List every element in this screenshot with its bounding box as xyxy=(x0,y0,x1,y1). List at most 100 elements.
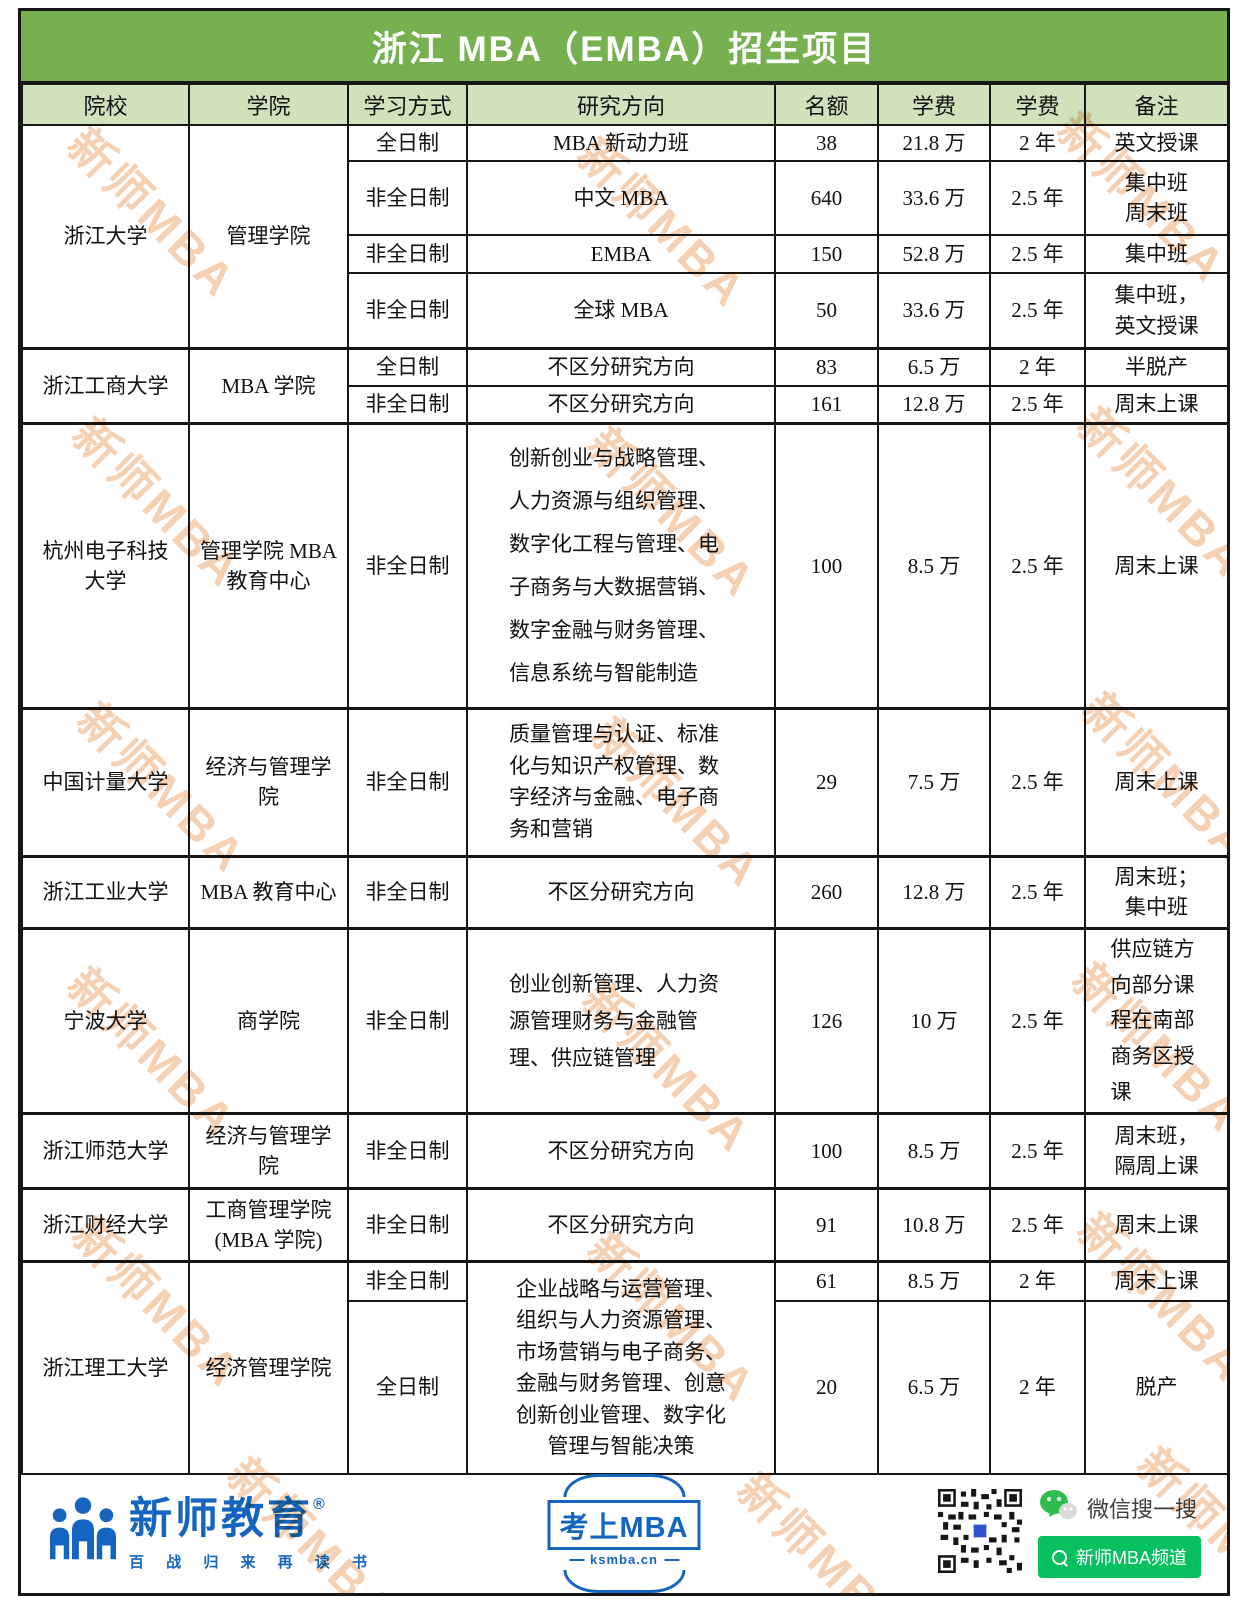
cell-tuition: 12.8 万 xyxy=(877,385,991,425)
cell-quota: 91 xyxy=(774,1187,879,1263)
cell-note: 周末班， 隔周上课 xyxy=(1084,1112,1227,1190)
table-row: 浙江理工大学 经济管理学院 非全日制 企业战略与运营管理、组织与人力资源管理、市… xyxy=(21,1260,1227,1475)
cell-tuition: 6.5 万 xyxy=(877,346,991,388)
dash-right xyxy=(663,1558,679,1561)
cell-duration: 2.5 年 xyxy=(989,234,1086,275)
programs-table: 院校 学院 学习方式 研究方向 名额 学费 学费 备注 浙江大学 管理学院 全日… xyxy=(21,83,1227,1475)
wechat-channel-label: 新师MBA频道 xyxy=(1075,1548,1187,1569)
cell-duration: 2.5 年 xyxy=(989,385,1086,425)
cell-tuition: 52.8 万 xyxy=(877,234,991,275)
cell-mode: 非全日制 xyxy=(347,926,468,1115)
cell-tuition: 33.6 万 xyxy=(877,160,991,237)
cell-mode: 非全日制 xyxy=(347,1260,468,1302)
column-header-tuition: 学费 xyxy=(877,83,991,126)
cell-quota: 100 xyxy=(774,421,879,710)
cell-direction: 创新创业与战略管理、人力资源与组织管理、数字化工程与管理、电子商务与大数据营销、… xyxy=(466,421,776,710)
table-row: 非全日制 中文 MBA 640 33.6 万 2.5 年 集中班 周末班 xyxy=(22,160,1227,237)
cell-note: 脱产 xyxy=(1084,1299,1227,1475)
cell-note: 供应链方向部分课程在南部商务区授课 xyxy=(1084,926,1227,1115)
column-header-direction: 研究方向 xyxy=(466,83,776,126)
column-header-school: 院校 xyxy=(21,83,190,126)
direction-text: 质量管理与认证、标准化与知识产权管理、数字经济与金融、电子商务和营销 xyxy=(509,722,719,841)
cell-college: 管理学院 xyxy=(188,123,349,350)
cell-duration: 2.5 年 xyxy=(989,272,1086,350)
wechat-block: 微信搜一搜 新师MBA频道 xyxy=(1037,1489,1201,1579)
cell-tuition: 8.5 万 xyxy=(877,421,991,710)
cell-college: MBA 学院 xyxy=(188,346,349,425)
cell-duration: 2.5 年 xyxy=(989,926,1086,1115)
cell-mode: 全日制 xyxy=(347,123,468,163)
poster-sheet: 浙江 MBA（EMBA）招生项目 院校 学院 学习方式 研究方向 名额 学费 学… xyxy=(18,8,1230,1596)
table-row: 杭州电子科技 大学 管理学院 MBA 教育中心 非全日制 创新创业与战略管理、人… xyxy=(21,421,1227,710)
cell-mode: 非全日制 xyxy=(347,1112,468,1190)
column-header-quota: 名额 xyxy=(774,83,879,126)
cell-school: 宁波大学 xyxy=(21,926,190,1115)
cell-duration: 2.5 年 xyxy=(989,1112,1086,1190)
brand-logo-icon xyxy=(47,1496,119,1567)
cell-school: 浙江大学 xyxy=(21,123,190,350)
cell-duration: 2.5 年 xyxy=(989,854,1086,930)
footer: 新师教育® 百 战 归 来 再 读 书 考上MBA ksmba.cn xyxy=(21,1474,1227,1593)
table-row: 非全日制 EMBA 150 52.8 万 2.5 年 集中班 xyxy=(22,234,1227,275)
cell-school: 浙江理工大学 xyxy=(21,1260,190,1475)
cell-note: 集中班 xyxy=(1084,234,1227,275)
cell-mode: 全日制 xyxy=(347,346,468,388)
table-row: 浙江财经大学 工商管理学院 (MBA 学院) 非全日制 不区分研究方向 91 1… xyxy=(21,1187,1227,1263)
cell-duration: 2.5 年 xyxy=(989,421,1086,710)
cell-direction: 不区分研究方向 xyxy=(466,1112,776,1190)
qr-code xyxy=(937,1489,1022,1578)
brand-name: 新师教育® xyxy=(129,1495,376,1543)
cell-college: 经济管理学院 xyxy=(188,1260,349,1475)
note-text: 供应链方向部分课程在南部商务区授课 xyxy=(1110,936,1195,1104)
wechat-channel-button[interactable]: 新师MBA频道 xyxy=(1037,1536,1201,1579)
cell-duration: 2 年 xyxy=(989,1260,1086,1302)
table-row: 非全日制 全球 MBA 50 33.6 万 2.5 年 集中班， 英文授课 xyxy=(22,272,1227,350)
column-header-duration: 学费 xyxy=(989,83,1086,126)
cell-tuition: 8.5 万 xyxy=(877,1260,991,1302)
cell-quota: 126 xyxy=(774,926,879,1115)
cell-quota: 38 xyxy=(774,123,879,163)
cell-direction: 不区分研究方向 xyxy=(466,854,776,930)
cell-direction: 质量管理与认证、标准化与知识产权管理、数字经济与金融、电子商务和营销 xyxy=(466,706,776,858)
cell-quota: 29 xyxy=(774,706,879,858)
column-header-college: 学院 xyxy=(188,83,349,126)
cell-college: 经济与管理学院 xyxy=(188,706,349,858)
cell-direction: 企业战略与运营管理、组织与人力资源管理、市场营销与电子商务、金融与财务管理、创意… xyxy=(466,1260,776,1475)
cell-school: 浙江财经大学 xyxy=(21,1187,190,1263)
cell-mode: 非全日制 xyxy=(347,385,468,425)
wechat-icon xyxy=(1038,1489,1078,1527)
column-header-note: 备注 xyxy=(1084,83,1227,126)
logo-arc-bottom xyxy=(562,1570,685,1593)
cell-quota: 100 xyxy=(774,1112,879,1190)
cell-quota: 61 xyxy=(774,1260,879,1302)
cell-college: 经济与管理学院 xyxy=(188,1112,349,1190)
table-row: 浙江师范大学 经济与管理学院 非全日制 不区分研究方向 100 8.5 万 2.… xyxy=(21,1112,1227,1190)
cell-quota: 260 xyxy=(774,854,879,930)
cell-school: 杭州电子科技 大学 xyxy=(21,421,190,710)
cell-quota: 150 xyxy=(774,234,879,275)
cell-tuition: 10.8 万 xyxy=(877,1187,991,1263)
cell-note: 集中班 周末班 xyxy=(1084,160,1227,237)
direction-text: 创业创新管理、人力资源管理财务与金融管理、供应链管理 xyxy=(509,972,719,1070)
cell-mode: 非全日制 xyxy=(347,854,468,930)
brand-slogan: 百 战 归 来 再 读 书 xyxy=(129,1554,377,1572)
registered-mark: ® xyxy=(313,1495,328,1513)
cell-note: 周末班； 集中班 xyxy=(1084,854,1227,930)
cell-mode: 非全日制 xyxy=(347,272,468,350)
dash-left xyxy=(569,1558,585,1561)
cell-quota: 20 xyxy=(774,1299,879,1475)
table-row: 浙江工业大学 MBA 教育中心 非全日制 不区分研究方向 260 12.8 万 … xyxy=(21,854,1227,930)
cell-note: 周末上课 xyxy=(1084,1260,1227,1302)
cell-tuition: 21.8 万 xyxy=(877,123,991,163)
ksmba-domain-row: ksmba.cn xyxy=(569,1552,679,1567)
cell-direction: 不区分研究方向 xyxy=(466,1187,776,1263)
cell-direction: 创业创新管理、人力资源管理财务与金融管理、供应链管理 xyxy=(466,926,776,1115)
ksmba-logo-text: 考上MBA xyxy=(547,1500,701,1551)
cell-tuition: 12.8 万 xyxy=(877,854,991,930)
brand-text: 新师教育® 百 战 归 来 再 读 书 xyxy=(129,1495,377,1572)
page-title: 浙江 MBA（EMBA）招生项目 xyxy=(21,11,1227,83)
cell-note: 英文授课 xyxy=(1084,123,1227,163)
cell-direction: 中文 MBA xyxy=(466,160,776,237)
cell-quota: 640 xyxy=(774,160,879,237)
column-header-mode: 学习方式 xyxy=(347,83,468,126)
